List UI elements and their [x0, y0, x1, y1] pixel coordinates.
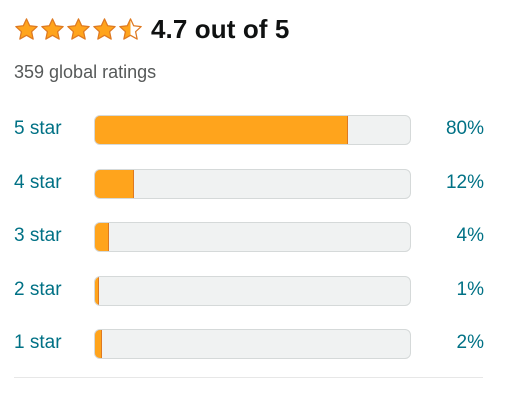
- total-ratings: 359 global ratings: [14, 62, 156, 83]
- histogram-bar-track[interactable]: [94, 115, 411, 145]
- histogram-row-4-star[interactable]: 4 star 12%: [0, 167, 508, 201]
- rating-histogram: 5 star 80% 4 star 12% 3 star 4% 2 star 1…: [0, 113, 508, 381]
- histogram-row-percent[interactable]: 80%: [446, 118, 484, 140]
- histogram-row-label[interactable]: 3 star: [14, 225, 62, 247]
- star-rating: [14, 17, 144, 42]
- histogram-row-3-star[interactable]: 3 star 4%: [0, 220, 508, 254]
- half-star-icon: [118, 17, 143, 42]
- histogram-bar-fill: [94, 329, 102, 359]
- rating-summary: 4.7 out of 5: [14, 10, 289, 48]
- histogram-bar-fill: [94, 276, 99, 306]
- histogram-row-percent[interactable]: 4%: [457, 225, 484, 247]
- histogram-bar-fill: [94, 115, 348, 145]
- star-icon: [14, 17, 39, 42]
- histogram-row-label[interactable]: 2 star: [14, 279, 62, 301]
- histogram-row-percent[interactable]: 12%: [446, 172, 484, 194]
- histogram-row-percent[interactable]: 2%: [457, 332, 484, 354]
- histogram-bar-fill: [94, 169, 134, 199]
- histogram-row-2-star[interactable]: 2 star 1%: [0, 274, 508, 308]
- histogram-bar-track[interactable]: [94, 276, 411, 306]
- histogram-row-label[interactable]: 1 star: [14, 332, 62, 354]
- star-icon: [66, 17, 91, 42]
- star-icon: [92, 17, 117, 42]
- histogram-row-label[interactable]: 5 star: [14, 118, 62, 140]
- histogram-row-1-star[interactable]: 1 star 2%: [0, 327, 508, 361]
- rating-text: 4.7 out of 5: [151, 14, 289, 45]
- histogram-bar-fill: [94, 222, 109, 252]
- divider: [14, 377, 483, 378]
- histogram-bar-track[interactable]: [94, 329, 411, 359]
- histogram-bar-track[interactable]: [94, 222, 411, 252]
- histogram-bar-track[interactable]: [94, 169, 411, 199]
- star-icon: [40, 17, 65, 42]
- histogram-row-5-star[interactable]: 5 star 80%: [0, 113, 508, 147]
- histogram-row-label[interactable]: 4 star: [14, 172, 62, 194]
- histogram-row-percent[interactable]: 1%: [457, 279, 484, 301]
